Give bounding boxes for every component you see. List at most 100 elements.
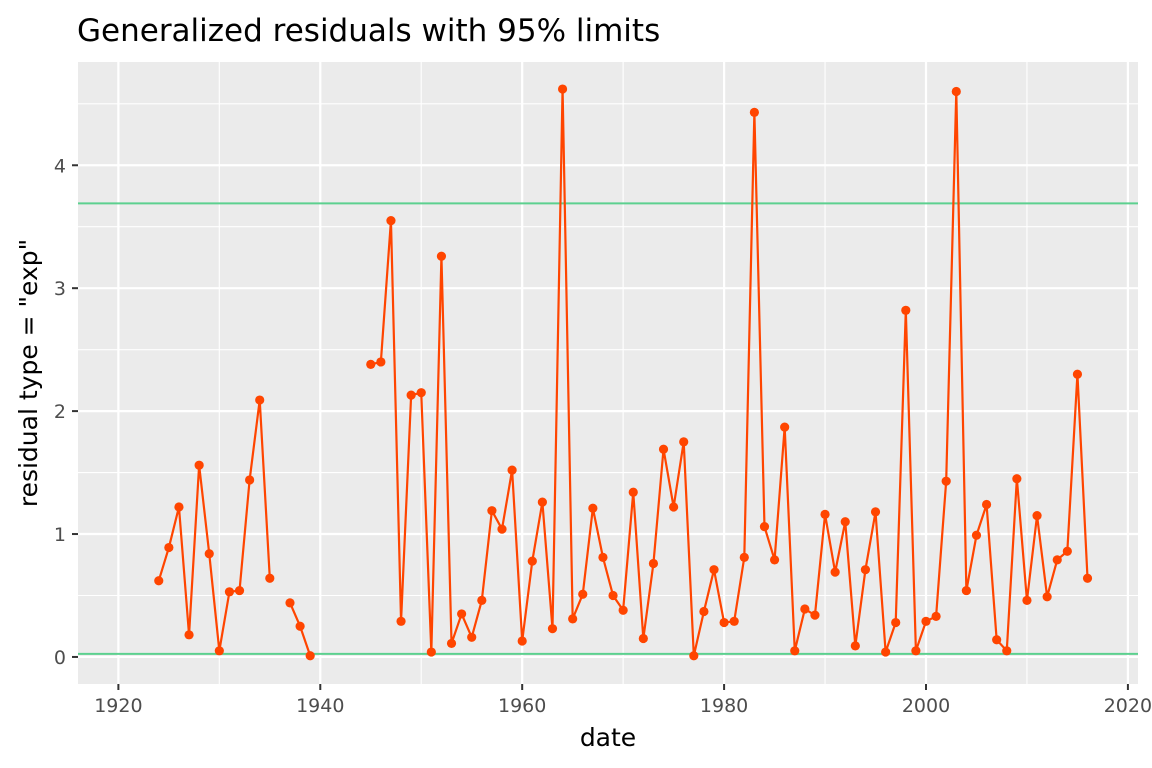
data-point	[568, 614, 578, 624]
limit-lines	[78, 202, 1138, 655]
data-point	[689, 651, 699, 661]
data-point	[426, 647, 436, 657]
chart-title: Generalized residuals with 95% limits	[77, 13, 660, 49]
x-tick-label: 1920	[94, 695, 142, 717]
data-point	[840, 517, 850, 527]
data-point	[881, 647, 891, 657]
data-point	[396, 616, 406, 626]
data-point	[790, 646, 800, 656]
data-point	[376, 357, 386, 367]
data-point	[628, 487, 638, 497]
data-point	[951, 86, 961, 97]
data-point	[406, 390, 416, 400]
data-point	[850, 641, 860, 651]
data-point	[901, 305, 911, 315]
data-point	[477, 595, 487, 606]
data-point	[780, 422, 790, 432]
data-point	[931, 611, 941, 621]
data-point	[739, 552, 749, 562]
data-point	[1012, 474, 1022, 484]
data-point	[436, 251, 447, 261]
data-point	[1022, 595, 1032, 606]
data-point	[1052, 555, 1062, 565]
data-point	[204, 549, 214, 559]
data-point	[891, 617, 901, 628]
data-point	[699, 606, 709, 617]
data-point	[467, 632, 477, 642]
data-point	[719, 617, 729, 628]
data-point	[598, 552, 608, 562]
data-point	[679, 437, 689, 447]
y-axis-title: residual type = "exp"	[14, 239, 43, 507]
data-point	[366, 359, 376, 369]
data-point	[245, 475, 255, 485]
y-tick-label: 3	[54, 278, 66, 300]
data-point	[830, 567, 840, 577]
data-point	[194, 460, 204, 470]
data-point	[255, 395, 265, 405]
data-point	[416, 388, 426, 398]
data-point	[820, 509, 830, 519]
data-point	[184, 630, 194, 640]
data-point	[154, 576, 164, 586]
data-point	[648, 558, 659, 569]
data-point	[497, 524, 507, 534]
x-tick-label: 1980	[700, 695, 748, 717]
data-point	[1002, 646, 1012, 656]
data-point	[1072, 369, 1083, 379]
data-point	[971, 530, 982, 540]
data-point	[729, 616, 739, 626]
data-point	[1062, 546, 1072, 556]
data-point	[658, 444, 669, 454]
data-point	[618, 605, 628, 615]
data-point	[941, 476, 951, 486]
data-point	[638, 633, 648, 644]
data-point	[537, 497, 547, 507]
series-line-segment	[157, 398, 271, 652]
data-point	[386, 215, 396, 226]
data-point	[911, 646, 921, 656]
x-tick-label: 2000	[902, 695, 950, 717]
data-point	[769, 555, 780, 565]
data-point	[305, 651, 315, 661]
data-point	[224, 587, 235, 597]
data-point	[517, 636, 527, 646]
data-point	[507, 465, 517, 475]
data-point	[860, 565, 871, 575]
data-point	[810, 610, 820, 620]
data-point	[487, 506, 497, 516]
data-point	[800, 604, 810, 614]
data-point	[981, 499, 992, 510]
x-axis-title: date	[580, 723, 636, 752]
data-point	[446, 638, 457, 649]
data-point	[1032, 510, 1042, 521]
data-point	[527, 556, 537, 566]
data-point	[1082, 573, 1093, 583]
data-point	[234, 585, 245, 596]
data-point	[921, 616, 931, 626]
data-point	[164, 542, 174, 553]
series-points	[154, 84, 1093, 661]
y-axis: 0 1 2 3 4	[54, 155, 78, 669]
x-tick-label: 2020	[1104, 695, 1152, 717]
data-point	[749, 107, 759, 117]
data-point	[709, 565, 719, 575]
x-tick-label: 1960	[498, 695, 546, 717]
y-tick-label: 4	[54, 155, 66, 177]
data-point	[295, 621, 305, 631]
data-point	[669, 502, 679, 512]
data-point	[588, 503, 598, 513]
data-point	[457, 609, 467, 619]
data-point	[870, 507, 881, 517]
y-tick-label: 2	[54, 401, 66, 423]
data-point	[961, 585, 971, 596]
data-point	[265, 573, 275, 583]
data-point	[759, 522, 770, 532]
data-point	[557, 84, 568, 94]
y-tick-label: 0	[54, 647, 66, 669]
data-point	[285, 598, 295, 608]
x-axis: 1920 1940 1960 1980 2000 2020	[94, 684, 1152, 717]
data-point	[1042, 592, 1052, 602]
